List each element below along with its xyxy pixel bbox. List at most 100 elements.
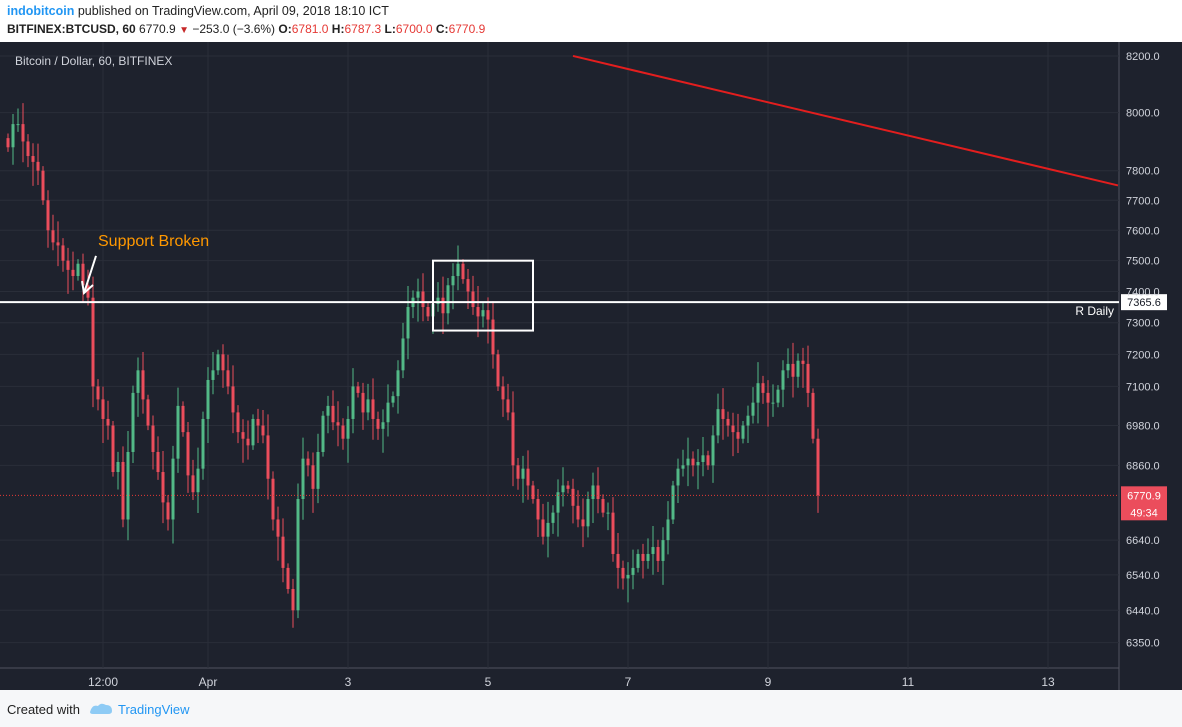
candle-body xyxy=(216,354,220,371)
candle-body xyxy=(56,242,60,246)
candle-body xyxy=(656,547,660,561)
candle-body xyxy=(416,291,420,298)
price-axis[interactable] xyxy=(1119,42,1182,690)
candle-body xyxy=(756,383,760,403)
candle-body xyxy=(391,396,395,403)
price-chart[interactable]: Support Broken R Daily 7365.6 6770.9 49:34 8… xyxy=(0,42,1182,690)
candle-body xyxy=(266,435,270,479)
candle-body xyxy=(796,360,800,377)
candle-body xyxy=(501,386,505,400)
candle-body xyxy=(606,512,610,514)
candle-body xyxy=(661,540,665,561)
x-tick-label: 7 xyxy=(625,675,632,689)
resistance-price-tag xyxy=(1121,294,1167,311)
candle-body xyxy=(81,263,85,286)
candle-body xyxy=(646,553,650,561)
candle-body xyxy=(101,399,105,419)
y-tick-label: 7800.0 xyxy=(1126,166,1160,178)
candle-body xyxy=(96,386,100,400)
consolidation-box xyxy=(432,259,534,332)
candle-body xyxy=(141,370,145,400)
candle-body xyxy=(226,370,230,387)
y-tick-label: 7300.0 xyxy=(1126,318,1160,330)
low-label: L: xyxy=(384,22,396,36)
candle-body xyxy=(691,458,695,466)
plot-area[interactable] xyxy=(0,42,1119,690)
candle-body xyxy=(681,465,685,469)
open-label: O: xyxy=(278,22,292,36)
candle-body xyxy=(741,425,745,439)
candle-body xyxy=(586,499,590,527)
candle-body xyxy=(566,485,570,489)
candle-body xyxy=(356,386,360,393)
candle-body xyxy=(616,553,620,568)
candle-body xyxy=(331,405,335,423)
x-tick-label: 3 xyxy=(345,675,352,689)
trend-line xyxy=(572,54,1119,187)
candle-body xyxy=(386,402,390,423)
candle-body xyxy=(686,458,690,466)
candle-body xyxy=(621,567,625,579)
candle-body xyxy=(6,138,10,148)
candle-body xyxy=(131,392,135,452)
tradingview-logo-icon xyxy=(90,703,112,714)
candle-body xyxy=(186,432,190,476)
candle-body xyxy=(406,307,410,339)
candle-body xyxy=(231,386,235,413)
candle-body xyxy=(556,492,560,513)
x-tick-label: Apr xyxy=(199,675,218,689)
candle-body xyxy=(151,425,155,452)
symbol-label: BITFINEX:BTCUSD, 60 xyxy=(7,22,136,36)
y-tick-label: 7200.0 xyxy=(1126,349,1160,361)
candle-body xyxy=(476,307,480,317)
candle-body xyxy=(106,418,110,426)
candle-body xyxy=(121,461,125,520)
candle-body xyxy=(641,553,645,561)
author-link[interactable]: indobitcoin xyxy=(7,4,75,18)
candle-body xyxy=(671,485,675,520)
candle-body xyxy=(696,461,700,466)
candle-body xyxy=(766,392,770,403)
y-tick-label: 8200.0 xyxy=(1126,51,1160,63)
candle-body xyxy=(296,499,300,611)
countdown-text: 49:34 xyxy=(1130,507,1158,519)
candle-body xyxy=(511,412,515,466)
candle-body xyxy=(816,438,820,496)
tradingview-link[interactable]: TradingView xyxy=(118,702,190,717)
y-tick-label: 7500.0 xyxy=(1126,256,1160,268)
candle-body xyxy=(336,422,340,426)
last-price-text: 6770.9 xyxy=(1127,490,1161,502)
candle-body xyxy=(771,402,775,404)
ohlc-line: BITFINEX:BTCUSD, 60 6770.9 ▼ −253.0 (−3.… xyxy=(7,22,485,36)
candle-body xyxy=(516,465,520,479)
candle-body xyxy=(651,547,655,554)
open-value: 6781.0 xyxy=(291,22,329,36)
candle-body xyxy=(421,291,425,308)
candle-body xyxy=(731,425,735,433)
candle-body xyxy=(521,468,525,479)
candle-body xyxy=(726,418,730,426)
candle-body xyxy=(561,485,565,493)
candle-body xyxy=(811,392,815,439)
candle-body xyxy=(486,310,490,320)
high-label: H: xyxy=(331,22,345,36)
candle-body xyxy=(506,399,510,413)
x-tick-label: 9 xyxy=(765,675,772,689)
candle-body xyxy=(136,370,140,393)
candle-body xyxy=(316,451,320,489)
candle-body xyxy=(376,418,380,429)
candle-body xyxy=(261,425,265,436)
candle-body xyxy=(321,415,325,452)
down-arrow-icon: ▼ xyxy=(179,25,189,36)
candle-body xyxy=(461,263,465,280)
candle-body xyxy=(701,455,705,462)
candle-body xyxy=(631,567,635,575)
candle-body xyxy=(611,512,615,554)
candle-body xyxy=(271,478,275,520)
candle-body xyxy=(111,425,115,473)
y-tick-label: 7100.0 xyxy=(1126,381,1160,393)
candle-body xyxy=(281,536,285,568)
y-tick-label: 6350.0 xyxy=(1126,638,1160,650)
candle-body xyxy=(146,399,150,426)
candle-body xyxy=(51,230,55,243)
